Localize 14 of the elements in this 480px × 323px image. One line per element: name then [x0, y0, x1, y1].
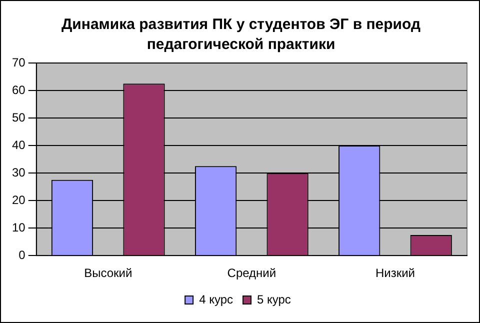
x-tick-label: Средний	[227, 266, 276, 280]
y-tick-label: 40	[12, 138, 26, 152]
y-tick-label: 10	[12, 220, 26, 234]
y-tick-label: 50	[12, 110, 26, 124]
x-tick-label: Низкий	[375, 266, 415, 280]
y-tick-label: 0	[18, 248, 26, 262]
y-tick-label: 70	[12, 55, 26, 70]
y-tick-label: 30	[12, 165, 26, 180]
legend-label: 4 курс	[199, 292, 234, 306]
y-tick-label: 20	[12, 192, 26, 207]
y-tick-label: 60	[12, 82, 26, 97]
x-tick-label: Высокий	[84, 266, 132, 280]
chart-title: Динамика развития ПК у студентов ЭГ в период педагогической практики	[61, 15, 421, 55]
legend-label: 5 курс	[257, 292, 291, 306]
